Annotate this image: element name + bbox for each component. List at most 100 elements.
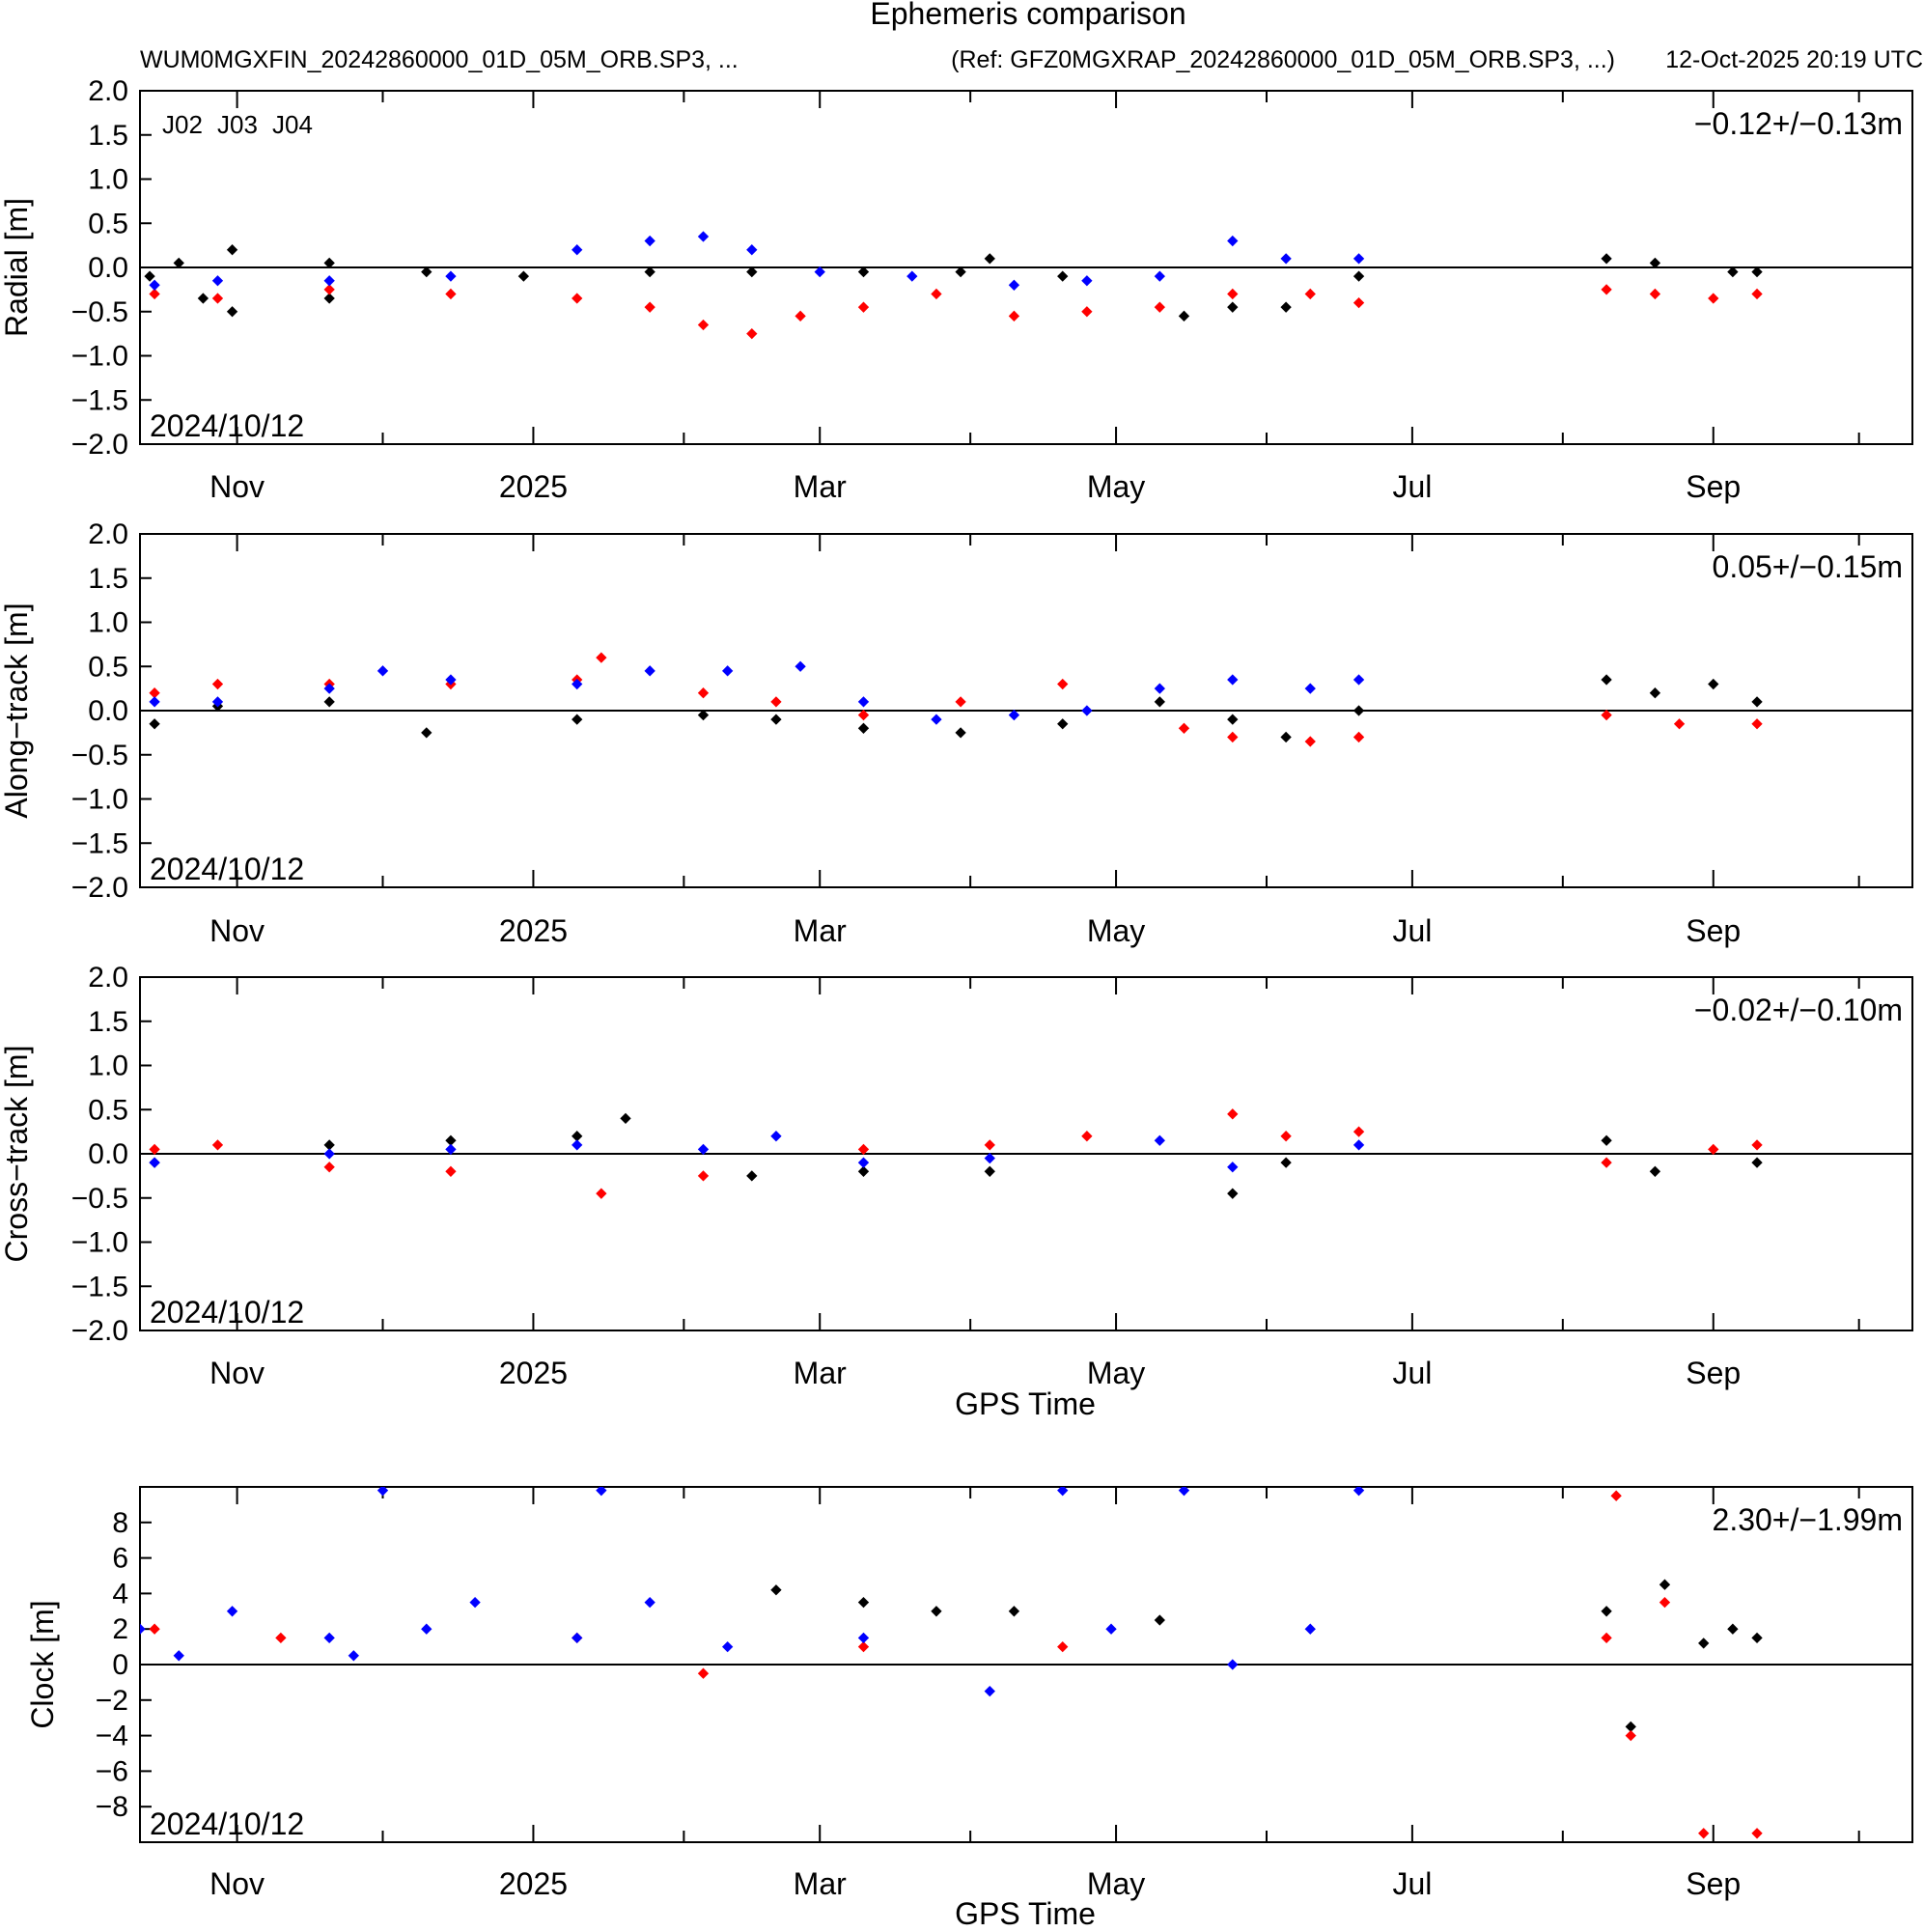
data-point-j03 <box>1708 1143 1719 1156</box>
y-tick-label: 2 <box>112 1613 128 1645</box>
data-point-j02 <box>955 266 966 278</box>
x-tick-label: May <box>1087 913 1145 948</box>
y-tick-label: −0.5 <box>71 1183 128 1215</box>
legend-entry-j03: J03 <box>217 110 258 139</box>
data-point-j04 <box>445 1143 457 1156</box>
data-point-j03 <box>1601 1157 1612 1168</box>
data-point-j03 <box>1751 718 1763 730</box>
data-point-j04 <box>211 275 224 287</box>
data-point-j04 <box>469 1596 481 1609</box>
data-point-j02 <box>1727 1623 1739 1635</box>
data-point-j03 <box>1751 1828 1763 1839</box>
data-point-j03 <box>1227 288 1239 300</box>
data-point-j03 <box>1008 310 1020 322</box>
y-tick-label: −6 <box>96 1755 128 1787</box>
data-point-j03 <box>697 1667 710 1679</box>
data-point-j04 <box>1227 1659 1239 1670</box>
data-point-j03 <box>1227 1108 1239 1120</box>
data-point-j03 <box>1601 1632 1612 1644</box>
data-point-j03 <box>770 696 782 708</box>
data-point-j02 <box>697 709 710 721</box>
y-tick-label: −2.0 <box>71 872 128 904</box>
data-point-j03 <box>211 678 224 690</box>
data-point-j04 <box>149 1157 160 1168</box>
data-point-j04 <box>644 235 655 247</box>
data-points <box>149 1108 1763 1199</box>
y-tick-label: 1.5 <box>88 563 128 595</box>
data-point-j04 <box>572 1632 583 1644</box>
panel-4: 8 642 0 −2 −4−6 −8 Nov 2025 Mar May Jul Sep Clock [m… <box>25 1486 1913 1931</box>
legend-entry-j04: J04 <box>272 110 313 139</box>
data-point-j02 <box>445 1134 457 1146</box>
x-tick-label: Sep <box>1686 469 1741 504</box>
data-point-j02 <box>955 727 966 739</box>
start-date-label: 2024/10/12 <box>150 408 304 443</box>
data-point-j02 <box>1625 1721 1636 1733</box>
data-point-j02 <box>1227 1188 1239 1199</box>
data-point-j02 <box>1601 1134 1612 1146</box>
data-point-j03 <box>1057 678 1069 690</box>
y-tick-label: −1.0 <box>71 341 128 373</box>
panels: 2.0 1.5 1.0 0.5 0.0 −0.5 −1.0 −1.5 −2.0 Nov 2025 Ma… <box>0 75 1913 1931</box>
y-tick-label: 4 <box>112 1578 128 1610</box>
data-point-j02 <box>1227 714 1239 725</box>
data-point-j04 <box>149 696 160 708</box>
data-point-j02 <box>173 257 184 269</box>
data-point-j04 <box>140 1623 146 1635</box>
data-point-j02 <box>1649 1165 1661 1177</box>
data-point-j03 <box>1649 288 1661 300</box>
data-point-j03 <box>445 288 457 300</box>
data-point-j04 <box>721 665 734 677</box>
generated-timestamp: 12-Oct-2025 20:19 UTC <box>1665 46 1923 73</box>
y-tick-label: 0.0 <box>88 1138 128 1170</box>
x-tick-label: May <box>1087 1356 1145 1390</box>
data-point-j02 <box>1751 266 1763 278</box>
data-point-j02 <box>1057 718 1069 730</box>
y-tick-label: 0.5 <box>88 651 128 683</box>
x-tick-label: Mar <box>794 1356 847 1390</box>
data-point-j03 <box>149 1143 160 1156</box>
data-point-j02 <box>857 1596 870 1609</box>
data-points <box>149 652 1763 747</box>
data-point-j03 <box>211 1139 224 1151</box>
data-point-j03 <box>746 327 758 340</box>
data-point-j03 <box>1081 1131 1093 1142</box>
y-tick-label: 0.0 <box>88 252 128 284</box>
figure-title: Ephemeris comparison <box>870 0 1185 31</box>
data-point-j04 <box>421 1623 432 1635</box>
data-point-j02 <box>421 266 432 278</box>
y-axis-label: Cross−track [m] <box>0 1046 34 1263</box>
x-tick-label: Mar <box>794 913 847 948</box>
data-point-j03 <box>697 319 710 331</box>
y-tick-label: 1.5 <box>88 1006 128 1038</box>
x-tick-label: 2025 <box>499 913 568 948</box>
data-point-j04 <box>644 1596 655 1609</box>
x-tick-label: Mar <box>794 1866 847 1901</box>
data-point-j03 <box>1057 1640 1069 1653</box>
data-point-j03 <box>857 301 870 313</box>
panel-3: 2.0 1.5 1.0 0.5 0.0 −0.5 −1.0 −1.5 −2.0 Nov 2025 Ma… <box>0 962 1913 1421</box>
data-point-j02 <box>323 293 335 304</box>
x-tick-label: Jul <box>1392 469 1432 504</box>
start-date-label: 2024/10/12 <box>150 1295 304 1330</box>
data-point-j02 <box>1601 674 1612 686</box>
data-point-j02 <box>1698 1638 1710 1649</box>
data-point-j02 <box>572 714 583 725</box>
data-point-j04 <box>572 244 583 256</box>
data-point-j02 <box>1352 270 1365 282</box>
data-point-j03 <box>323 284 335 295</box>
x-tick-label: 2025 <box>499 1866 568 1901</box>
data-point-j04 <box>1081 705 1093 716</box>
data-point-j02 <box>1280 1157 1292 1168</box>
x-tick-label: May <box>1087 469 1145 504</box>
data-point-j04 <box>572 1139 583 1151</box>
y-tick-label: −1.0 <box>71 1227 128 1259</box>
data-point-j03 <box>1698 1828 1710 1839</box>
data-point-j02 <box>746 1170 758 1182</box>
stat-annotation: 0.05+/−0.15m <box>1713 549 1903 584</box>
data-point-j04 <box>1081 275 1093 287</box>
data-point-j03 <box>1751 1139 1763 1151</box>
data-point-j02 <box>1751 696 1763 708</box>
panel-2: 2.0 1.5 1.0 0.5 0.0 −0.5 −1.0 −1.5 −2.0 Nov 2025 Ma… <box>0 518 1913 948</box>
y-tick-label: 0.0 <box>88 695 128 727</box>
